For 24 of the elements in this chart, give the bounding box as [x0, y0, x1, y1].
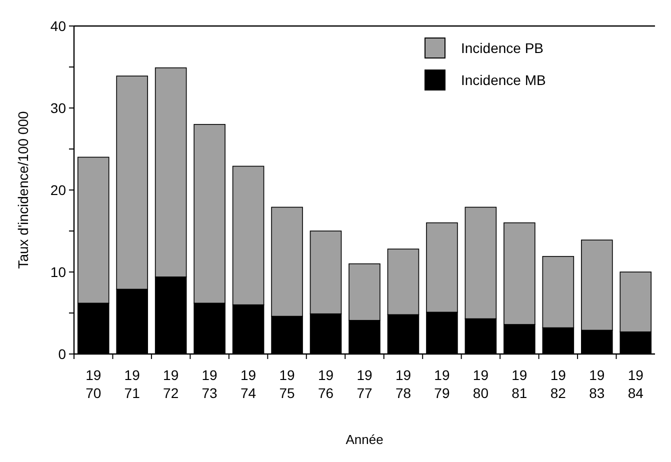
y-axis-title: Taux d'incidence/100 000: [15, 111, 31, 269]
x-tick-label: 1973: [202, 367, 218, 402]
legend-label: Incidence PB: [461, 40, 544, 56]
x-tick-label: 1974: [240, 367, 256, 402]
x-tick-label: 1972: [163, 367, 179, 402]
x-tick-label: 1971: [124, 367, 140, 402]
x-tick-label: 1978: [395, 367, 412, 402]
x-tick-label: 1977: [356, 367, 372, 402]
x-tick-label: 1975: [279, 367, 296, 402]
x-tick-label: 1976: [318, 367, 334, 402]
x-tick-label: 1980: [472, 367, 489, 402]
x-tick-label: 1970: [86, 367, 102, 402]
y-tick-label: 20: [50, 182, 66, 198]
x-tick-label: 1982: [550, 367, 566, 402]
y-tick-label: 40: [50, 18, 66, 34]
y-tick-label: 30: [50, 100, 66, 116]
x-tick-label: 1983: [589, 367, 605, 402]
x-axis-title: Année: [346, 432, 384, 447]
y-tick-label: 0: [58, 346, 66, 362]
legend-label: Incidence MB: [461, 72, 546, 88]
y-tick-label: 10: [50, 264, 66, 280]
x-tick-label: 1981: [512, 367, 528, 402]
x-tick-label: 1979: [434, 367, 450, 402]
x-tick-label: 1984: [628, 367, 644, 402]
